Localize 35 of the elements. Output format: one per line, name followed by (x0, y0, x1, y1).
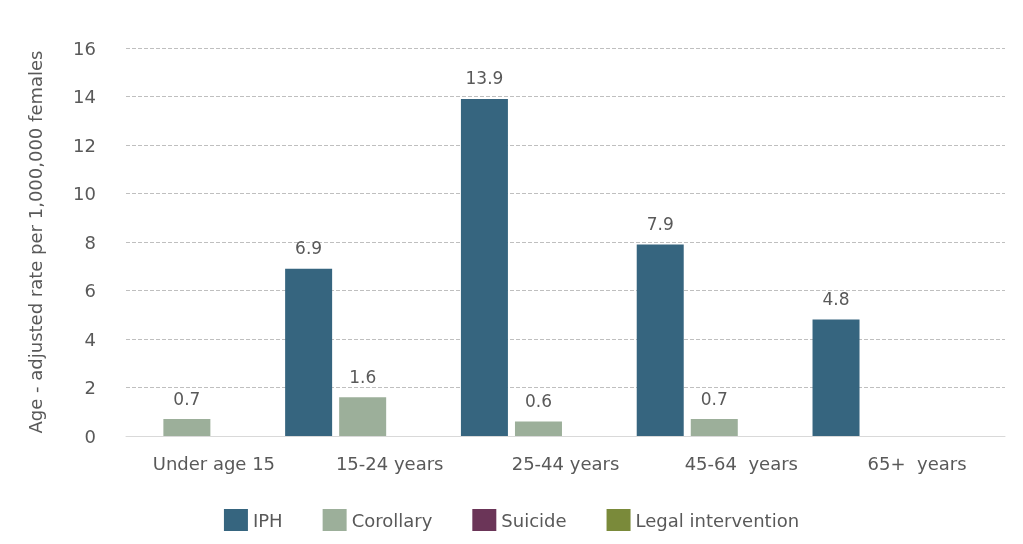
bar (514, 421, 562, 436)
y-tick-label: 12 (73, 134, 96, 156)
data-label: 0.7 (173, 388, 201, 409)
y-tick-label: 16 (73, 37, 96, 59)
x-tick-label: Under age 15 (152, 452, 276, 474)
legend-label: Corollary (351, 509, 433, 531)
y-axis-title: Age - adjusted rate per 1,000,000 females (24, 50, 46, 434)
data-label: 7.9 (646, 213, 674, 234)
data-label: 0.7 (700, 388, 728, 409)
bar (285, 268, 333, 436)
data-label: 6.9 (295, 238, 323, 259)
data-label: 1.6 (349, 366, 377, 387)
y-tick-label: 8 (84, 231, 96, 253)
y-tick-label: 10 (73, 183, 96, 204)
legend-label: Suicide (501, 509, 567, 531)
bar (690, 419, 738, 436)
y-tick-label: 4 (84, 328, 96, 350)
bar (460, 98, 508, 436)
legend-label: Legal intervention (635, 509, 800, 531)
bar (339, 397, 387, 436)
y-tick-label: 2 (84, 377, 96, 398)
legend-label: IPH (252, 509, 283, 531)
bar (163, 419, 211, 436)
y-tick-label: 14 (73, 86, 96, 107)
data-label: 13.9 (465, 68, 504, 89)
x-tick-label: 45-64 years (684, 452, 798, 474)
data-label: 4.8 (822, 289, 850, 310)
x-tick-label: 15-24 years (335, 452, 444, 474)
y-tick-label: 0 (84, 425, 96, 447)
data-label: 0.6 (524, 390, 552, 411)
bar (636, 244, 684, 436)
bar (812, 319, 860, 436)
x-tick-label: 25-44 years (511, 452, 620, 474)
y-tick-label: 6 (84, 280, 96, 301)
x-tick-label: 65+ years (867, 452, 967, 474)
